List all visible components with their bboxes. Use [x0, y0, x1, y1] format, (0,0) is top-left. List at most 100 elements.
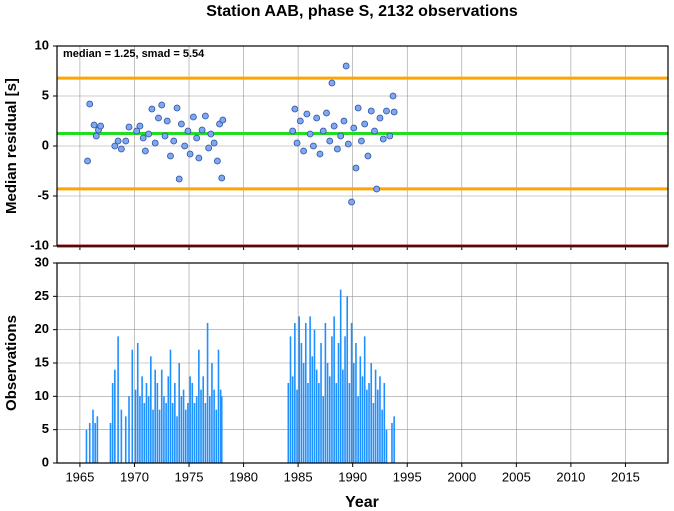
bar [195, 396, 198, 463]
bar [124, 416, 127, 463]
bar [156, 383, 159, 463]
bar [147, 396, 150, 463]
bar [85, 429, 88, 463]
bar [311, 356, 314, 463]
bar [372, 403, 375, 463]
bar [189, 376, 191, 463]
point [186, 150, 194, 158]
bar [309, 316, 311, 463]
point [373, 185, 381, 193]
y-tick-label: 10 [35, 37, 49, 52]
point [328, 79, 336, 87]
bar [361, 376, 364, 463]
bar [184, 409, 187, 463]
point [84, 157, 91, 165]
bar [202, 376, 205, 463]
point [177, 120, 185, 128]
bar [287, 383, 290, 463]
point [201, 112, 209, 120]
point [148, 105, 156, 113]
y-tick-label: 5 [42, 87, 49, 102]
point [155, 114, 162, 122]
bar [167, 376, 170, 463]
bar [357, 396, 359, 463]
x-tick-label: 2015 [611, 469, 640, 484]
point [313, 114, 321, 122]
point [376, 114, 384, 122]
bar [165, 403, 167, 463]
y-tick-label: 15 [35, 354, 49, 369]
bar [96, 416, 99, 463]
point [293, 139, 301, 147]
bar [318, 383, 320, 463]
bar [211, 363, 213, 463]
x-tick-label: 1995 [393, 469, 422, 484]
bar [383, 383, 386, 463]
bar [331, 336, 333, 463]
point [198, 126, 206, 134]
point [97, 122, 105, 130]
bar [294, 323, 296, 463]
bar [366, 389, 368, 463]
bar [370, 363, 373, 463]
bar [150, 356, 152, 463]
bar [92, 409, 94, 463]
point [173, 104, 181, 112]
bar [302, 363, 305, 463]
bar [109, 423, 112, 463]
bar [315, 369, 318, 463]
bar [298, 316, 301, 463]
x-tick-label: 1975 [175, 469, 204, 484]
y-tick-label: -10 [30, 237, 49, 252]
bar [326, 363, 329, 463]
y-tick-label: 25 [35, 288, 49, 303]
point [139, 134, 147, 142]
x-tick-label: 2000 [447, 469, 476, 484]
y-tick-label: 0 [42, 454, 49, 469]
point [195, 154, 203, 162]
bar [333, 316, 335, 463]
point [181, 142, 189, 150]
point [371, 127, 378, 135]
bar [134, 389, 137, 463]
bar [339, 289, 342, 463]
bar [206, 323, 209, 463]
x-tick-label: 1990 [338, 469, 367, 484]
bar [171, 403, 174, 463]
bar [160, 369, 163, 463]
bar [393, 416, 395, 463]
point [219, 116, 227, 124]
x-tick-label: 1985 [284, 469, 313, 484]
bar [176, 416, 178, 463]
point [92, 132, 100, 140]
bar [346, 296, 349, 463]
bar [350, 323, 353, 463]
point [344, 140, 352, 148]
bar [141, 376, 143, 463]
point [364, 152, 372, 160]
x-tick-label: 2010 [556, 469, 585, 484]
point [326, 137, 334, 145]
bar [344, 336, 346, 463]
point [167, 152, 174, 160]
point [114, 137, 122, 145]
y-tick-label: 10 [35, 388, 49, 403]
bar [368, 383, 370, 463]
bar [131, 349, 134, 463]
bar [191, 383, 194, 463]
bar [143, 403, 146, 463]
point [145, 130, 153, 138]
point [352, 164, 360, 172]
point [390, 108, 398, 116]
bar [328, 376, 331, 463]
bar [381, 409, 383, 463]
point [340, 117, 348, 125]
point [184, 127, 192, 135]
bar [136, 343, 139, 463]
bar [178, 363, 180, 463]
point [170, 137, 178, 145]
bar [117, 336, 119, 463]
bar [94, 423, 96, 463]
y-axis-label: Observations [3, 315, 20, 411]
